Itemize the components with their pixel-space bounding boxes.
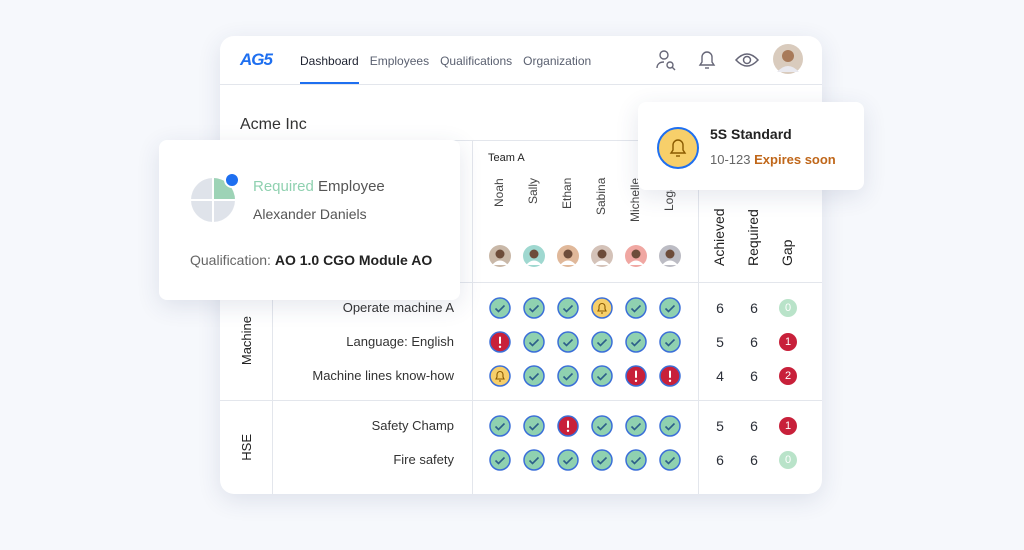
logo[interactable]: AG5	[240, 50, 273, 69]
employee-name: Sabina	[594, 178, 608, 216]
status-ok	[557, 365, 579, 387]
status-ok	[489, 415, 511, 437]
column-header: Achieved	[711, 208, 727, 266]
column-header: Required	[745, 209, 761, 266]
achieved-count: 5	[716, 418, 724, 434]
status-ok	[591, 449, 613, 471]
code: 10-123	[710, 152, 751, 167]
skill-name: Machine lines know-how	[312, 368, 454, 383]
notification-title: 5S Standard	[710, 126, 792, 142]
warning-icon	[657, 127, 699, 169]
person-name: Alexander Daniels	[253, 206, 367, 222]
status-ok	[659, 449, 681, 471]
nav-divider	[220, 84, 822, 85]
status-ok	[591, 365, 613, 387]
gap-badge: 0	[779, 451, 797, 469]
status-ok	[659, 297, 681, 319]
achieved-count: 6	[716, 300, 724, 316]
status-ok	[591, 415, 613, 437]
company-name: Acme Inc	[240, 116, 307, 133]
table-top	[220, 140, 822, 141]
status-missing	[659, 365, 681, 387]
status-ok	[523, 449, 545, 471]
status-ok	[625, 415, 647, 437]
col-divider	[472, 140, 473, 494]
status-ok	[489, 449, 511, 471]
tooltip-heading: Required Employee	[253, 178, 385, 195]
view-icon[interactable]	[734, 50, 760, 70]
group-name: Machine	[239, 316, 254, 366]
group-divider	[220, 400, 822, 401]
nav-item[interactable]: Employees	[369, 54, 430, 68]
employee-avatar	[489, 245, 511, 267]
employee-avatar	[591, 245, 613, 267]
nav-item[interactable]: Qualifications	[440, 54, 513, 68]
qualification-tooltip: Required Employee Alexander Daniels Qual…	[159, 140, 460, 300]
user-search-icon[interactable]	[654, 48, 678, 72]
status-ok	[659, 331, 681, 353]
expiry-status: Expires soon	[754, 152, 836, 167]
achieved-count: 5	[716, 334, 724, 350]
status-warn	[489, 365, 511, 387]
profile-avatar[interactable]	[773, 44, 803, 74]
status-missing	[557, 415, 579, 437]
skill-name: Safety Champ	[371, 418, 454, 433]
role: Employee	[318, 178, 385, 195]
status-ok	[523, 415, 545, 437]
qualification-icon	[191, 172, 240, 222]
column-header: Gap	[779, 239, 795, 266]
required-count: 6	[750, 452, 758, 468]
notification-detail: 10-123 Expires soon	[710, 152, 836, 167]
nav-item[interactable]: Organization	[523, 54, 592, 68]
gap-badge: 2	[779, 367, 797, 385]
qualification-name: AO 1.0 CGO Module AO	[274, 252, 433, 268]
status-missing	[489, 331, 511, 353]
employee-avatar	[557, 245, 579, 267]
gap-badge: 1	[779, 333, 797, 351]
header-divider	[220, 282, 822, 283]
nav-item[interactable]: Dashboard	[300, 54, 359, 84]
notifications-icon[interactable]	[696, 48, 718, 72]
required-count: 6	[750, 368, 758, 384]
status-ok	[557, 331, 579, 353]
status-ok	[625, 449, 647, 471]
required-count: 6	[750, 418, 758, 434]
employee-name: Sally	[526, 178, 540, 205]
status-ok	[625, 297, 647, 319]
status-ok	[591, 331, 613, 353]
employee-avatar	[523, 245, 545, 267]
qualification-label: Qualification:	[190, 252, 271, 268]
required-tag: Required	[253, 178, 314, 195]
status-ok	[523, 365, 545, 387]
col-divider	[272, 140, 273, 494]
employee-name: Ethan	[560, 178, 574, 210]
skill-name: Fire safety	[393, 452, 454, 467]
required-count: 6	[750, 300, 758, 316]
status-ok	[557, 297, 579, 319]
achieved-count: 6	[716, 452, 724, 468]
skill-name: Operate machine A	[342, 300, 454, 315]
employee-avatar	[625, 245, 647, 267]
notification-card[interactable]: 5S Standard 10-123 Expires soon	[638, 102, 864, 190]
qualification-line: Qualification: AO 1.0 CGO Module AO	[190, 252, 432, 268]
status-warn	[591, 297, 613, 319]
gap-badge: 1	[779, 417, 797, 435]
status-ok	[625, 331, 647, 353]
employee-avatar	[659, 245, 681, 267]
achieved-count: 4	[716, 368, 724, 384]
gap-badge: 0	[779, 299, 797, 317]
status-ok	[489, 297, 511, 319]
status-ok	[523, 297, 545, 319]
status-ok	[557, 449, 579, 471]
group-name: HSE	[239, 433, 254, 461]
status-missing	[625, 365, 647, 387]
team-name: Team A	[488, 152, 525, 164]
col-divider	[698, 140, 699, 494]
status-ok	[523, 331, 545, 353]
skill-name: Language: English	[346, 334, 454, 349]
required-count: 6	[750, 334, 758, 350]
employee-name: Noah	[492, 178, 506, 207]
status-ok	[659, 415, 681, 437]
